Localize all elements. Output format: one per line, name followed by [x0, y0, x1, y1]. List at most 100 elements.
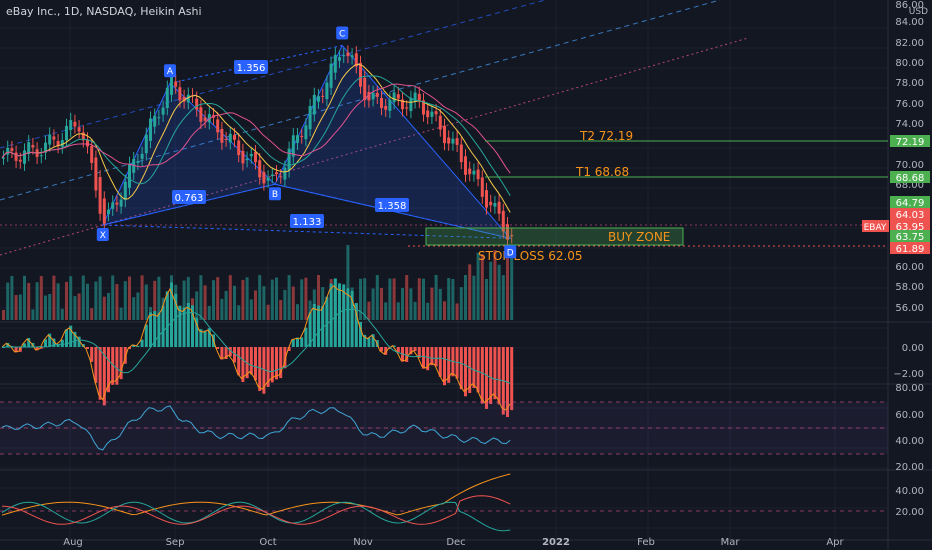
volume-bar [476, 252, 480, 320]
volume-bar [262, 286, 266, 320]
candle [149, 118, 152, 141]
volume-bar [380, 287, 383, 320]
candle [338, 57, 341, 61]
macd-hist-bar [149, 312, 152, 347]
macd-hist-bar [262, 347, 266, 394]
candle [459, 144, 463, 163]
macd-hist-bar [354, 303, 358, 347]
candle [430, 111, 434, 117]
macd-hist-bar [27, 338, 31, 347]
volume-bar [48, 293, 52, 320]
volume-bar [443, 301, 446, 320]
volume-bar [367, 301, 371, 320]
candle [367, 92, 371, 101]
macd-hist-bar [317, 305, 320, 347]
candle [140, 153, 144, 159]
candle [270, 174, 274, 177]
candle [199, 107, 203, 122]
macd-hist-bar [56, 344, 60, 347]
time-tick: Apr [826, 537, 844, 548]
rsi-tick: 20.00 [895, 462, 924, 473]
pattern-point-label: D [507, 248, 514, 258]
volume-bar [300, 279, 304, 320]
macd-hist-bar [321, 306, 325, 347]
candle [186, 94, 190, 103]
pattern-point-label: C [339, 30, 345, 40]
macd-hist-bar [258, 347, 262, 392]
macd-hist-bar [405, 347, 409, 363]
macd-hist-bar [283, 347, 287, 369]
volume-bar [102, 296, 106, 320]
macd-hist-bar [165, 291, 169, 347]
volume-bar [321, 287, 325, 320]
macd-hist-bar [191, 305, 194, 347]
macd-hist-bar [363, 334, 367, 347]
macd-hist-bar [308, 312, 312, 347]
candle [94, 157, 98, 191]
macd-hist-bar [350, 290, 354, 347]
candle [90, 146, 94, 163]
volume-bar [140, 275, 144, 320]
target-t2-label: T2 72.19 [579, 129, 633, 143]
volume-bar [98, 276, 102, 320]
macd-hist-bar [472, 347, 476, 388]
candle [468, 168, 472, 175]
volume-bar [90, 308, 94, 320]
volume-bar [472, 275, 476, 320]
volume-bar [371, 288, 375, 320]
currency-label: USD [909, 7, 928, 17]
macd-hist-bar [342, 284, 346, 347]
candle [119, 199, 123, 207]
volume-bar [384, 302, 388, 320]
candle [174, 81, 178, 87]
macd-hist-bar [111, 347, 115, 385]
volume-bar [52, 275, 56, 320]
candle [144, 134, 148, 154]
candle [426, 110, 430, 118]
macd-hist-bar [86, 347, 89, 350]
candle [350, 55, 354, 58]
volume-bar [346, 245, 350, 320]
candle [44, 142, 47, 153]
pattern-point-tag [96, 228, 109, 242]
volume-bar [283, 289, 287, 320]
macd-hist-bar [170, 282, 173, 347]
volume-bar [422, 278, 425, 320]
volume-bar [401, 288, 404, 320]
target-t1-label: T1 68.68 [575, 165, 629, 179]
volume-bar [10, 275, 14, 320]
macd-hist-bar [459, 347, 463, 390]
candle [346, 52, 350, 57]
macd-hist-bar [48, 333, 52, 347]
price-tick: 68.00 [895, 180, 924, 191]
macd-hist-bar [249, 347, 253, 375]
volume-bar [417, 278, 421, 320]
candle [283, 167, 287, 180]
volume-bar [56, 283, 60, 320]
volume-bar [86, 283, 89, 320]
dmi-tick: 20.00 [895, 507, 924, 518]
candle [409, 97, 413, 112]
candle [506, 224, 509, 240]
candle [266, 177, 270, 181]
volume-bar [375, 275, 379, 320]
candle [476, 169, 480, 180]
price-tick: 80.00 [895, 58, 924, 69]
price-tag-label: 64.03 [896, 210, 925, 221]
candle [417, 93, 421, 101]
time-tick: Oct [259, 537, 276, 548]
macd-hist-bar [65, 329, 68, 347]
macd-hist-bar [300, 337, 304, 347]
candle [396, 94, 400, 99]
macd-hist-bar [195, 317, 199, 347]
time-tick: 2022 [542, 537, 570, 548]
candle [23, 150, 26, 164]
candle [354, 53, 358, 67]
macd-hist-bar [77, 336, 81, 347]
candle [73, 121, 77, 127]
volume-bar [266, 304, 270, 320]
moving-average-line [1, 75, 511, 196]
macd-hist-bar [136, 345, 140, 347]
pattern-point-tag [504, 245, 517, 259]
